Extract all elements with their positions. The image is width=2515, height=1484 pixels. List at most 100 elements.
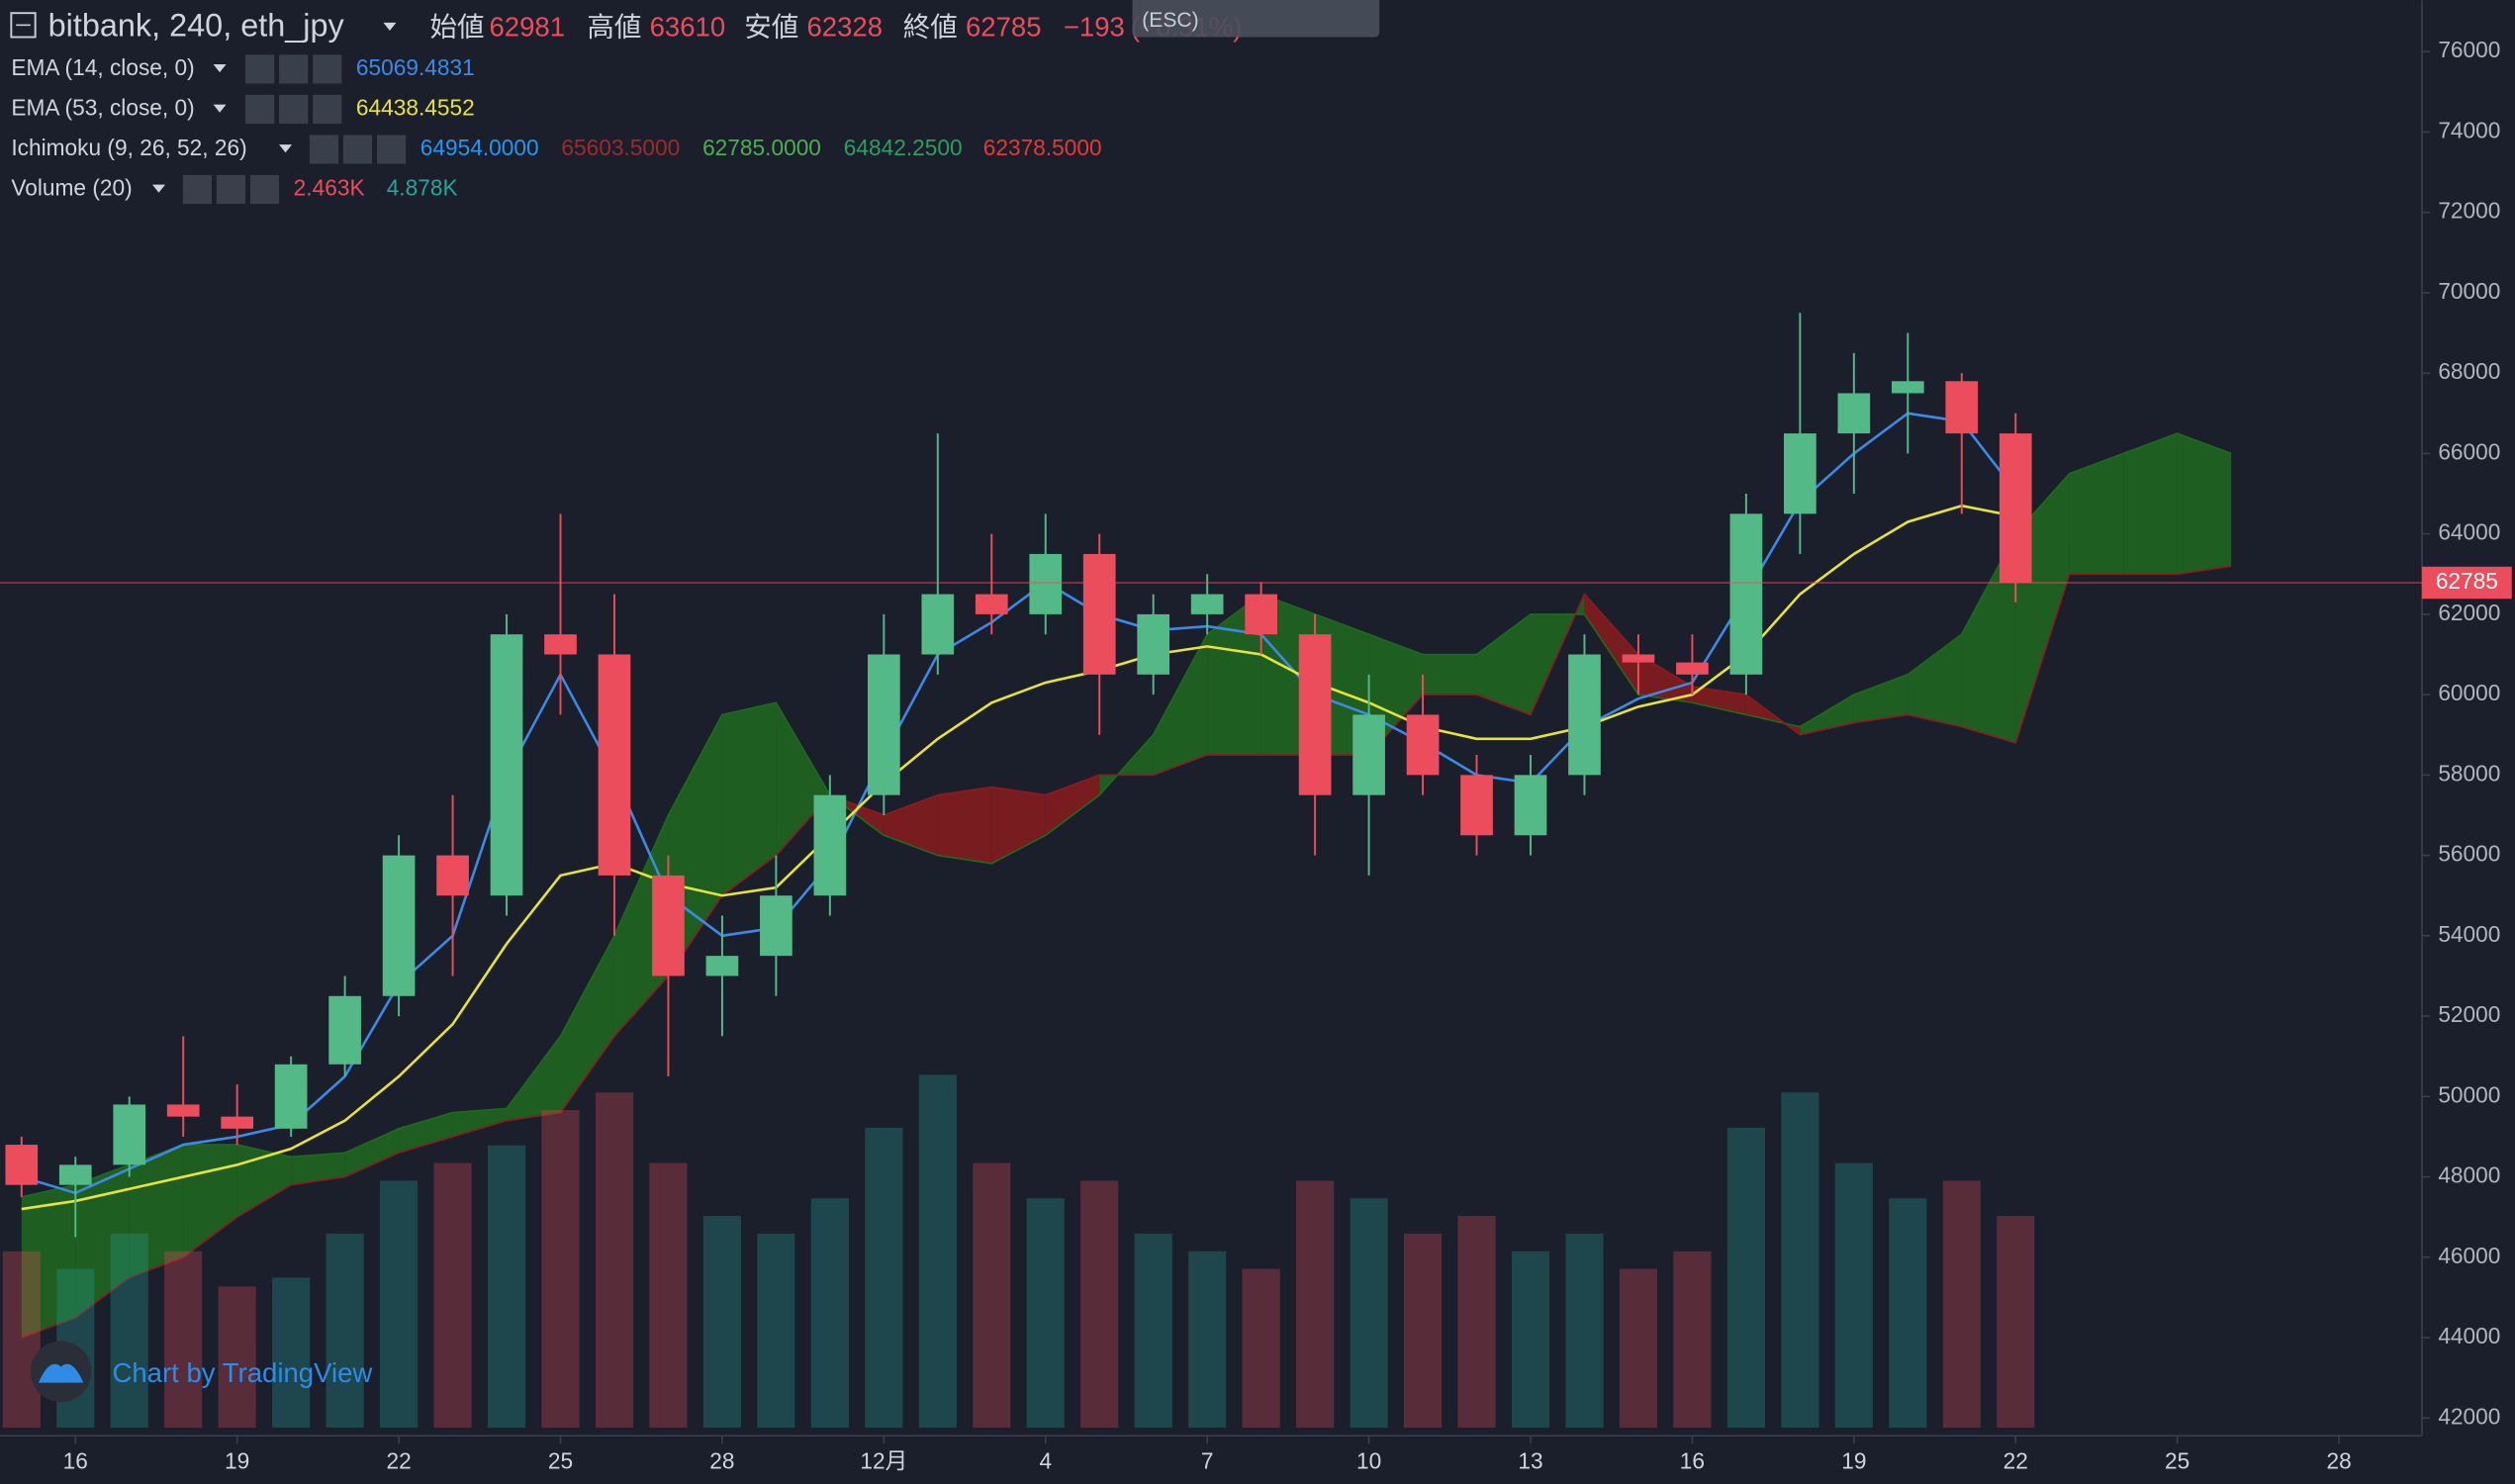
candle-body [1999,433,2032,583]
candle-body [1622,654,1655,663]
candle-body [544,634,577,655]
indicator-button[interactable] [249,174,280,205]
indicator-value: 62378.5000 [983,135,1102,160]
y-tick-label: 72000 [2438,198,2500,224]
candle-body [1190,594,1224,614]
x-tick-label: 4 [1039,1448,1052,1474]
cloud-segment [291,1153,345,1185]
candle-body [1837,393,1871,434]
indicator-name[interactable]: Volume (20) [11,175,132,201]
indicator-button[interactable] [313,94,342,125]
candle-body [113,1104,146,1165]
cloud-segment [236,1145,292,1218]
indicator-button[interactable] [245,54,275,84]
tooltip [1132,0,1380,38]
indicator-value: 2.463K [294,175,365,201]
indicator-value: 65603.5000 [561,135,680,160]
volume-bar [1673,1251,1712,1429]
ohlc-value: 62981 [489,12,565,43]
indicator-value: 64954.0000 [420,135,539,160]
indicator-button[interactable] [182,174,212,205]
volume-bar [1188,1251,1227,1429]
indicator-name[interactable]: Ichimoku (9, 26, 52, 26) [11,135,246,160]
candle-body [867,654,900,795]
cloud-segment [721,702,777,896]
cloud-segment [1908,634,1962,727]
cloud-segment [1745,695,1801,735]
candle-body [813,794,847,896]
y-tick-label: 56000 [2438,841,2500,867]
volume-bar [1296,1180,1335,1429]
candle-body [1945,381,1979,434]
axes: 42000 44000 46000 48000 50000 52000 54000 56000… [0,37,2512,1474]
candle-body [5,1145,39,1185]
volume-bar [433,1162,472,1429]
y-tick-label: 46000 [2438,1243,2500,1268]
cloud-segment [21,1184,76,1339]
candle-body [975,594,1008,614]
indicator-button[interactable] [313,54,342,84]
cloud-segment [1961,533,2016,743]
volume-bar [1026,1198,1065,1429]
ohlc-value: 63610 [650,12,726,43]
candle-body [1729,513,1763,675]
watermark: Chart by TradingView [30,1341,372,1403]
candle-body [1891,381,1924,394]
indicator-name[interactable]: EMA (53, close, 0) [11,94,194,120]
x-tick-label: 13 [1518,1448,1542,1474]
indicator-name[interactable]: EMA (14, close, 0) [11,54,194,80]
volume-bar [918,1074,957,1429]
indicator-button[interactable] [279,94,309,125]
candle-body [921,594,955,655]
y-tick-label: 70000 [2438,278,2500,304]
symbol[interactable]: bitbank, 240, eth_jpy [48,7,345,43]
volume-bar [973,1162,1011,1429]
caret[interactable] [383,22,397,32]
indicator-button[interactable] [342,135,373,164]
x-tick-label: 25 [548,1448,573,1474]
volume-bar [1726,1127,1765,1429]
x-tick-label: 10 [1356,1448,1381,1474]
caret[interactable] [213,64,227,73]
ema-line [21,504,2016,1211]
candle-body [1029,553,1063,614]
indicator-button[interactable] [309,135,339,164]
volume-bar [110,1233,148,1429]
volume-bar [1834,1162,1873,1429]
indicator-button[interactable] [376,135,407,164]
y-tick-label: 60000 [2438,680,2500,705]
cloud-segment [1853,674,1909,723]
volume-bar [1997,1216,2035,1429]
candle-body [1676,662,1709,675]
y-tick-label: 62000 [2438,600,2500,625]
candle-body [705,956,739,976]
caret[interactable] [213,104,227,113]
candle-body [598,654,631,876]
cloud-segment [1045,775,1100,836]
volume-bar [865,1127,903,1429]
caret[interactable] [279,144,293,153]
candle-body [328,995,361,1065]
cloud-segment [2069,453,2124,575]
indicator-value: 62785.0000 [702,135,821,160]
cloud-segment [1692,686,1746,715]
collapse-icon[interactable] [10,12,37,39]
volume-bar [218,1286,256,1429]
watermark-text[interactable]: Chart by TradingView [112,1357,372,1388]
indicator-button[interactable] [216,174,246,205]
volume-bar [1134,1233,1172,1429]
x-tick-label: 12月 [860,1448,907,1474]
volume-bar [649,1162,688,1429]
candle-body [382,855,416,996]
volume-bar [1457,1216,1496,1429]
ohlc-value: 62328 [806,12,883,43]
y-tick-label: 58000 [2438,760,2500,786]
caret[interactable] [152,184,165,193]
cloud-segment [399,1112,453,1154]
indicator-button[interactable] [279,54,309,84]
indicator-button[interactable] [245,94,275,125]
volume-bar [1080,1180,1119,1429]
volume-bar [541,1110,580,1429]
tooltip-text: (ESC) [1142,9,1198,32]
